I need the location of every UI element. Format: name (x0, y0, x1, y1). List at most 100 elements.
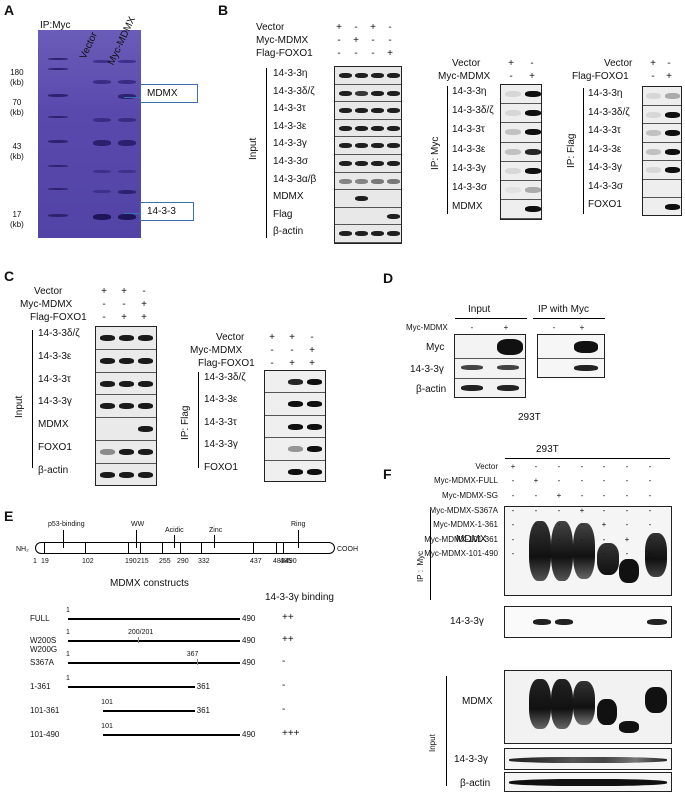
b-input-strip (335, 85, 401, 103)
b-sign: - (354, 22, 358, 33)
c-input-strip (96, 441, 156, 464)
blot-band (138, 471, 153, 478)
b-input-strip (335, 225, 401, 243)
c-ip-strip (265, 371, 325, 394)
blot-band (525, 167, 541, 174)
blot-band (646, 111, 661, 118)
blot-band (138, 426, 153, 433)
b-ip-flag-row-label: 14-3-3σ (588, 180, 624, 192)
f-sign: - (602, 535, 606, 544)
f-sign: - (625, 491, 629, 500)
b-ip-flag-label: IP: Flag (566, 133, 577, 168)
c-ip-sign: - (270, 345, 274, 356)
e-position-label: 485 (280, 558, 292, 565)
f-sign: - (625, 462, 629, 471)
blot-band (355, 196, 368, 202)
blot-band (525, 148, 541, 155)
f-sign: - (648, 491, 652, 500)
b-ip-flag-row-label: 14-3-3η (588, 88, 623, 99)
b-ip-myc-cond-vector: Vector (452, 58, 481, 69)
e-position-label: 1 (33, 558, 37, 565)
c-sign: + (121, 312, 127, 323)
b-sign: + (370, 22, 376, 33)
f-sign: - (511, 549, 515, 558)
f-sign: - (580, 520, 584, 529)
e-construct-line (103, 734, 240, 736)
panel-a-title: IP:Myc (40, 20, 71, 31)
c-sign: - (122, 299, 126, 310)
b-input-row-label: 14-3-3δ/ζ (273, 85, 315, 97)
b-input-strip (335, 173, 401, 191)
b-ip-flag-strip (643, 124, 681, 143)
blot-band (288, 446, 303, 453)
f-cond-label: Myc-MDMX-SG (442, 491, 498, 500)
b-input-row-label: Flag (273, 208, 293, 220)
d-row-14-3-3g: 14-3-3γ (410, 364, 444, 375)
c-sign: - (142, 286, 146, 297)
f-sign: - (511, 535, 515, 544)
blot-band (100, 335, 115, 341)
f-sign: - (534, 506, 538, 515)
c-input-row-label: MDMX (38, 419, 69, 431)
b-ip-myc-blot (500, 84, 542, 220)
c-ip-cond-vector: Vector (216, 332, 245, 343)
f-sign: - (625, 506, 629, 515)
blot-band (665, 167, 680, 173)
e-construct-end: 490 (242, 614, 256, 623)
panel-a-letter: A (4, 2, 15, 18)
f-sign: - (557, 520, 561, 529)
b-cond-vector: Vector (256, 22, 285, 33)
b-sign: - (354, 48, 358, 59)
blot-band (371, 73, 384, 78)
e-construct-name-2: W200G (30, 645, 58, 654)
blot-band (339, 143, 352, 149)
b-ip-flag-row-label: 14-3-3δ/ζ (588, 106, 630, 118)
f-sign: - (625, 476, 629, 485)
blot-band (371, 108, 384, 114)
c-ip-sign: + (309, 345, 315, 356)
f-sign: - (511, 520, 515, 529)
b-ip-flag-strip (643, 161, 681, 180)
b-cond-flag-foxo1: Flag-FOXO1 (256, 48, 313, 59)
marker-17: 17 (kb) (10, 210, 24, 229)
b-input-row-label: 14-3-3τ (273, 103, 306, 115)
b-input-row-label: MDMX (273, 191, 304, 203)
blot-band (288, 468, 303, 475)
e-construct-start: 101 (101, 723, 113, 730)
callout-14-3-3: 14-3-3 (140, 202, 194, 221)
blot-band (525, 110, 541, 117)
e-domain-ring: Ring (291, 521, 306, 528)
f-sign: - (602, 491, 606, 500)
e-construct-mark-tick (137, 637, 139, 643)
f-sign: + (624, 535, 630, 544)
blot-band (505, 91, 521, 97)
e-construct-binding: - (282, 704, 286, 715)
blot-band (307, 423, 322, 430)
c-ip-sign: + (309, 358, 315, 369)
blot-band (525, 187, 541, 193)
blot-band (387, 161, 400, 166)
c-input-blot (95, 326, 157, 486)
c-input-strip (96, 464, 156, 485)
e-position-label: 102 (82, 558, 94, 565)
e-domain-divider (201, 542, 202, 554)
blot-band (138, 357, 153, 364)
blot-band (505, 129, 521, 136)
b-ip-myc-row-label: MDMX (452, 201, 483, 213)
b-ip-myc-row-label: 14-3-3η (452, 86, 487, 97)
blot-band (387, 125, 400, 131)
blot-band (307, 446, 322, 453)
b-ip-flag-strip (643, 143, 681, 161)
e-binding-title: 14-3-3γ binding (265, 592, 334, 603)
blot-band (355, 143, 368, 149)
blot-band (100, 357, 115, 364)
blot-band (525, 206, 541, 213)
b-input-row-label: 14-3-3σ (273, 156, 309, 167)
b-ip-myc-strip (501, 162, 541, 181)
e-construct-binding: ++ (282, 634, 294, 645)
b-ip-myc-row-label: 14-3-3ε (452, 143, 486, 155)
e-position-label: 290 (177, 558, 189, 565)
blot-band (339, 125, 352, 131)
b-input-label: Input (248, 137, 259, 160)
f-cond-label: Myc-MDMX-FULL (434, 476, 498, 485)
